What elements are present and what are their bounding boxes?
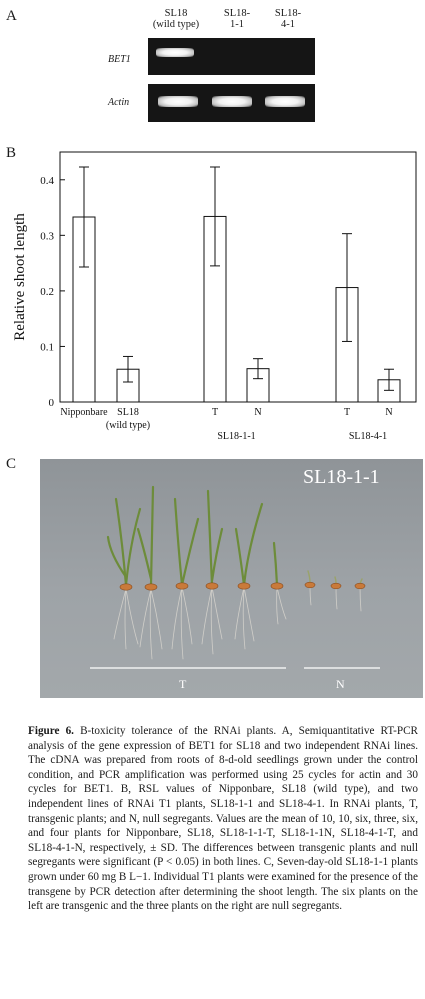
panel-c-letter: C [6,456,17,472]
relative-shoot-length-chart: 0 0.1 0.2 0.3 0.4 Relative shoot length Nippon… [12,151,417,442]
lane-label-sl18: SL18 (wild type) [152,8,200,30]
null-group-label: N [336,677,345,691]
figure-caption: Figure 6. B-toxicity tolerance of the RN… [28,724,418,914]
transgenic-group-label: T [179,677,187,691]
gel-band [156,48,194,57]
lane-label-sl18-1-1: SL18- 1-1 [223,8,251,30]
x-tick-label: Nipponbare [60,407,108,418]
y-axis-label: Relative shoot length [12,213,28,341]
x-tick-label: SL18 [117,407,139,418]
gel-band [158,96,198,107]
plot-frame [59,151,417,403]
y-tick-label: 0.1 [40,341,54,353]
lane-label-sl18-4-1: SL18- 4-1 [274,8,302,30]
x-tick-label: N [385,407,392,418]
x-tick-label: (wild type) [106,420,150,431]
figure-caption-text: B-toxicity tolerance of the RNAi plants.… [28,725,418,913]
photo-line-label: SL18-1-1 [303,466,380,488]
figure-label: Figure 6. [28,725,74,737]
panel-a-letter: A [6,8,17,24]
group-label: SL18-1-1 [217,431,255,442]
gel-row-label-bet1: BET1 [108,54,131,65]
y-tick-label: 0 [49,397,55,409]
gel-band [212,96,252,107]
seedlings-illustration [90,485,380,669]
gel-band [265,96,305,107]
y-tick-label: 0.3 [40,230,54,242]
gel-row-label-actin: Actin [108,97,130,108]
x-tick-label: T [212,407,218,418]
y-tick-label: 0.4 [40,175,54,187]
panel-b-letter: B [6,145,17,161]
seedling-photo: SL18-1-1 T N [40,459,423,698]
gel-image-actin [148,84,315,122]
y-tick-label: 0.2 [40,286,54,298]
x-tick-label: N [254,407,261,418]
group-label: SL18-4-1 [349,431,387,442]
gel-image-bet1 [148,38,315,75]
x-tick-label: T [344,407,350,418]
